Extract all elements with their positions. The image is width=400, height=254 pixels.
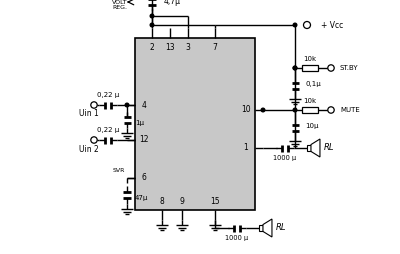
Circle shape (304, 22, 310, 28)
Circle shape (91, 102, 97, 108)
Text: 10μ: 10μ (305, 123, 318, 129)
Text: MUTE: MUTE (340, 107, 360, 113)
Text: 10k: 10k (304, 98, 316, 104)
Polygon shape (311, 139, 320, 157)
Text: + Vcc: + Vcc (321, 21, 343, 29)
Text: 47μ: 47μ (135, 195, 148, 201)
Text: 12: 12 (139, 135, 149, 145)
Circle shape (150, 23, 154, 27)
Text: 9: 9 (180, 197, 184, 205)
Text: 13: 13 (165, 42, 175, 52)
Text: 1000 μ: 1000 μ (226, 235, 248, 241)
Text: 1000 μ: 1000 μ (274, 155, 296, 161)
Circle shape (293, 23, 297, 27)
Text: 1μ: 1μ (135, 120, 144, 126)
Text: 6: 6 (142, 173, 146, 183)
Text: 0,22 μ: 0,22 μ (97, 127, 119, 133)
Text: Uin 2: Uin 2 (79, 145, 99, 153)
Text: PWR.
VOLT
REG.: PWR. VOLT REG. (112, 0, 128, 10)
Text: 4: 4 (142, 101, 146, 109)
Text: RL: RL (276, 224, 286, 232)
Text: 7: 7 (212, 42, 218, 52)
Bar (307, 145, 311, 151)
Bar (259, 225, 263, 231)
Circle shape (150, 14, 154, 18)
Polygon shape (263, 219, 272, 237)
Circle shape (293, 66, 297, 70)
Circle shape (328, 65, 334, 71)
Text: 1: 1 (244, 144, 248, 152)
Text: 10: 10 (241, 105, 251, 115)
Text: 3: 3 (186, 42, 190, 52)
Circle shape (293, 66, 297, 70)
Circle shape (125, 103, 129, 107)
Bar (135, 38, 255, 210)
Text: 10k: 10k (304, 56, 316, 62)
Bar (302, 107, 318, 113)
Text: 0,1μ: 0,1μ (305, 81, 321, 87)
Bar (302, 65, 318, 71)
Text: SVR: SVR (113, 168, 125, 173)
Circle shape (91, 137, 97, 143)
Text: 15: 15 (210, 197, 220, 205)
Circle shape (261, 108, 265, 112)
Text: 0,22 μ: 0,22 μ (97, 92, 119, 98)
Text: 8: 8 (160, 197, 164, 205)
Text: RL: RL (324, 144, 334, 152)
Text: Uin 1: Uin 1 (79, 109, 99, 119)
Text: 2: 2 (150, 42, 154, 52)
Text: ST.BY: ST.BY (340, 65, 359, 71)
Circle shape (293, 108, 297, 112)
Circle shape (328, 107, 334, 113)
Text: 4,7μ: 4,7μ (164, 0, 181, 7)
